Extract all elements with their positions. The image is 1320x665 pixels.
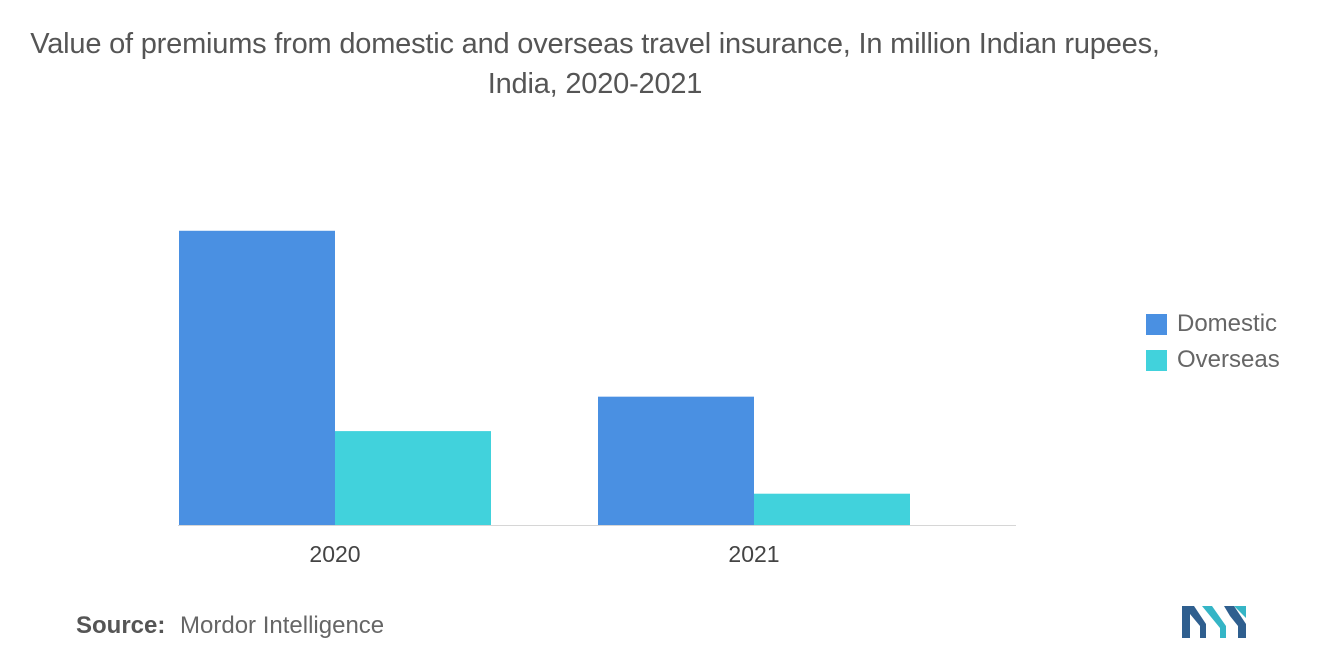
- bar-overseas-2020: [335, 431, 491, 525]
- x-tick-label-2021: 2021: [728, 541, 779, 567]
- legend-label-overseas: Overseas: [1177, 346, 1280, 373]
- x-axis-ticks: 2020 2021: [309, 541, 779, 567]
- source-value: Mordor Intelligence: [180, 612, 385, 639]
- bar-domestic-2020: [179, 230, 335, 525]
- legend-label-domestic: Domestic: [1177, 310, 1278, 337]
- source-note: Source: Mordor Intelligence: [76, 612, 384, 640]
- legend-item-domestic: Domestic: [1146, 306, 1280, 342]
- source-label: Source:: [76, 612, 166, 639]
- bar-overseas-2021: [754, 493, 910, 525]
- x-tick-label-2020: 2020: [309, 541, 360, 567]
- legend-swatch-domestic: [1146, 313, 1167, 335]
- bars-group: [179, 230, 910, 525]
- legend: Domestic Overseas: [1146, 306, 1280, 378]
- mordor-intelligence-logo-icon: [1182, 606, 1246, 638]
- legend-item-overseas: Overseas: [1146, 342, 1280, 378]
- legend-swatch-overseas: [1146, 349, 1167, 371]
- chart-title: Value of premiums from domestic and over…: [30, 28, 1160, 100]
- bar-domestic-2021: [598, 396, 754, 525]
